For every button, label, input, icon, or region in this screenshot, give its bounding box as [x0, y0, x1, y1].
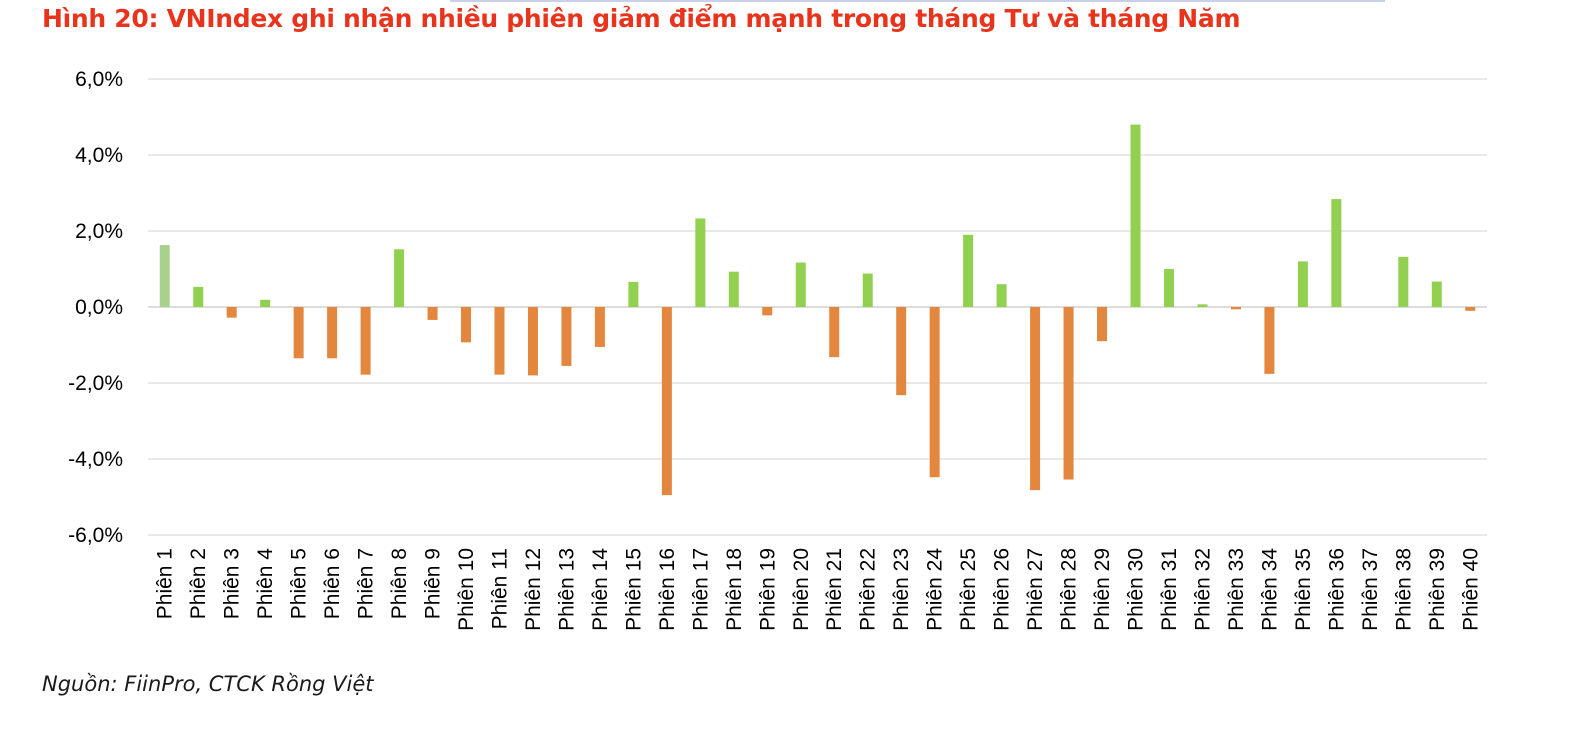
chart-title: Hình 20: VNIndex ghi nhận nhiều phiên gi… [42, 4, 1241, 33]
x-category-label: Phiên 9 [422, 548, 445, 619]
bar-1 [159, 245, 170, 307]
x-category-label: Phiên 37 [1359, 548, 1382, 631]
bar-35 [1297, 261, 1308, 307]
bar-5 [293, 307, 304, 359]
x-category-label: Phiên 30 [1125, 548, 1148, 631]
y-tick-label: -6,0% [68, 524, 123, 547]
bar-15 [628, 281, 639, 307]
x-category-label: Phiên 7 [355, 548, 378, 619]
x-category-label: Phiên 35 [1292, 548, 1315, 631]
x-category-label: Phiên 40 [1459, 548, 1482, 631]
x-category-label: Phiên 25 [957, 548, 980, 631]
x-category-label: Phiên 21 [823, 548, 846, 631]
y-tick-label: -2,0% [68, 372, 123, 395]
bar-21 [829, 307, 840, 358]
x-category-label: Phiên 26 [991, 548, 1014, 631]
bar-36 [1331, 199, 1342, 307]
y-tick-label: 2,0% [75, 220, 123, 243]
y-tick-label: 6,0% [75, 68, 123, 91]
bar-39 [1431, 281, 1442, 307]
x-category-label: Phiên 12 [522, 548, 545, 631]
y-axis-tick-labels: 6,0% 4,0% 2,0% 0,0% -2,0% -4,0% -6,0% [68, 68, 123, 547]
bar-23 [896, 307, 907, 396]
x-category-label: Phiên 1 [154, 548, 177, 619]
bar-31 [1163, 269, 1174, 307]
x-category-label: Phiên 31 [1158, 548, 1181, 631]
x-category-label: Phiên 11 [488, 548, 511, 629]
bar-3 [226, 307, 237, 318]
bar-9 [427, 307, 438, 320]
bar-22 [862, 273, 873, 307]
x-category-label: Phiên 16 [656, 548, 679, 631]
x-category-label: Phiên 17 [689, 548, 712, 631]
bar-11 [494, 307, 505, 375]
x-category-label: Phiên 13 [555, 548, 578, 631]
x-category-label: Phiên 39 [1426, 548, 1449, 631]
bar-7 [360, 307, 371, 375]
x-category-label: Phiên 34 [1258, 548, 1281, 631]
bar-2 [193, 286, 204, 307]
bar-13 [561, 307, 572, 366]
bar-25 [963, 234, 974, 307]
bar-19 [762, 307, 773, 316]
x-category-label: Phiên 23 [890, 548, 913, 631]
bar-34 [1264, 307, 1275, 374]
bars [159, 124, 1476, 496]
top-rule [450, 0, 1385, 2]
x-category-label: Phiên 29 [1091, 548, 1114, 631]
bar-18 [728, 271, 739, 307]
bar-10 [461, 307, 472, 343]
x-category-label: Phiên 15 [622, 548, 645, 631]
x-category-label: Phiên 2 [187, 548, 210, 619]
x-category-label: Phiên 19 [756, 548, 779, 631]
x-category-label: Phiên 4 [254, 548, 277, 620]
x-category-label: Phiên 27 [1024, 548, 1047, 631]
gridlines [148, 78, 1487, 536]
bar-27 [1030, 307, 1041, 491]
bar-17 [695, 218, 706, 307]
x-category-label: Phiên 20 [790, 548, 813, 631]
x-category-label: Phiên 8 [388, 548, 411, 619]
x-category-label: Phiên 36 [1325, 548, 1348, 631]
x-category-label: Phiên 28 [1058, 548, 1081, 631]
x-category-label: Phiên 10 [455, 548, 478, 631]
x-axis-category-labels: Phiên 1 Phiên 2 Phiên 3 Phiên 4 Phiên 5 Phiên… [154, 548, 1483, 631]
bar-29 [1097, 307, 1108, 342]
bar-20 [795, 262, 806, 307]
bar-40 [1465, 307, 1476, 311]
bar-16 [661, 307, 672, 496]
x-category-label: Phiên 33 [1225, 548, 1248, 631]
x-category-label: Phiên 22 [857, 548, 880, 631]
bar-12 [527, 307, 538, 376]
y-tick-label: 0,0% [75, 296, 123, 319]
x-category-label: Phiên 32 [1191, 548, 1214, 631]
bar-30 [1130, 124, 1141, 307]
x-category-label: Phiên 6 [321, 548, 344, 619]
bar-28 [1063, 307, 1074, 480]
x-category-label: Phiên 18 [723, 548, 746, 631]
bar-14 [594, 307, 605, 347]
bar-32 [1197, 304, 1208, 307]
bar-38 [1398, 256, 1409, 307]
bar-26 [996, 284, 1007, 307]
y-tick-label: 4,0% [75, 144, 123, 167]
bar-6 [327, 307, 338, 359]
bar-24 [929, 307, 940, 478]
bar-33 [1230, 307, 1241, 310]
x-category-label: Phiên 3 [221, 548, 244, 619]
x-category-label: Phiên 24 [924, 548, 947, 631]
bar-8 [394, 249, 405, 307]
x-category-label: Phiên 14 [589, 548, 612, 631]
bar-4 [260, 299, 271, 307]
y-tick-label: -4,0% [68, 448, 123, 471]
x-category-label: Phiên 5 [288, 548, 311, 619]
x-category-label: Phiên 38 [1392, 548, 1415, 631]
source-note: Nguồn: FiinPro, CTCK Rồng Việt [42, 672, 374, 696]
